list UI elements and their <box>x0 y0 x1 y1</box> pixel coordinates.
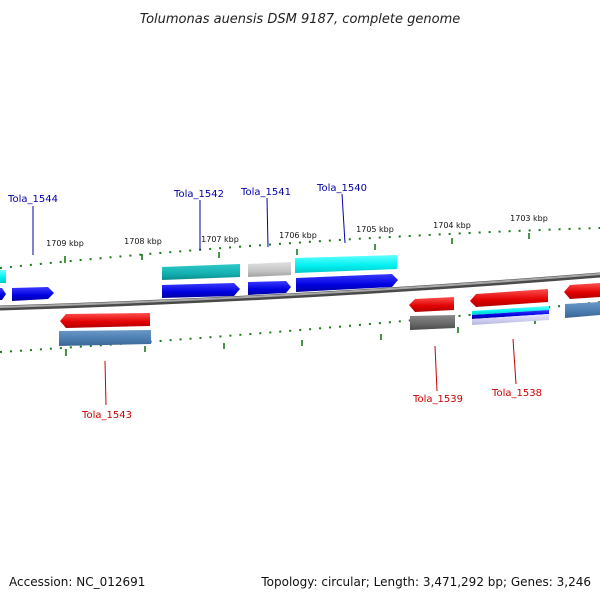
genome-backbone-highlight <box>0 273 600 308</box>
scale-label-1703: 1703 kbp <box>510 214 548 223</box>
gene-feature[interactable] <box>60 313 150 328</box>
gene-feature[interactable] <box>472 310 549 319</box>
gene-feature[interactable] <box>12 287 54 301</box>
label-connectors <box>32 193 517 406</box>
scale-label-1709: 1709 kbp <box>46 239 84 248</box>
gene-feature[interactable] <box>0 270 6 283</box>
scale-label-1704: 1704 kbp <box>433 221 471 230</box>
gene-feature[interactable] <box>0 288 6 300</box>
gene-feature[interactable] <box>470 289 548 307</box>
gene-label-tola-1544[interactable]: Tola_1544 <box>7 194 58 205</box>
gene-feature[interactable] <box>472 314 549 325</box>
gene-label-tola-1538[interactable]: Tola_1538 <box>491 388 542 399</box>
gene-feature[interactable] <box>472 306 549 315</box>
gene-feature[interactable] <box>564 283 600 299</box>
gene-label-tola-1541[interactable]: Tola_1541 <box>240 187 291 198</box>
scale-label-1707: 1707 kbp <box>201 235 239 244</box>
gene-label-tola-1539[interactable]: Tola_1539 <box>412 394 463 405</box>
gene-label-tola-1542[interactable]: Tola_1542 <box>173 189 224 200</box>
gene-feature[interactable] <box>162 283 240 298</box>
scale-label-1708: 1708 kbp <box>124 237 162 246</box>
gene-feature[interactable] <box>248 262 291 277</box>
scale-label-1706: 1706 kbp <box>279 231 317 240</box>
gene-feature[interactable] <box>162 264 240 280</box>
gene-feature[interactable] <box>565 302 600 318</box>
gene-feature[interactable] <box>248 281 291 295</box>
scale-label-1705: 1705 kbp <box>356 225 394 234</box>
gene-label-tola-1543[interactable]: Tola_1543 <box>81 410 132 421</box>
outer-scale-arc <box>0 227 600 269</box>
reverse-features <box>59 283 600 346</box>
genome-title: Tolumonas auensis DSM 9187, complete gen… <box>140 12 461 27</box>
topology-text: Topology: circular; Length: 3,471,292 bp… <box>260 575 591 589</box>
forward-features <box>0 255 398 301</box>
gene-feature[interactable] <box>295 255 397 273</box>
gene-feature[interactable] <box>296 274 398 292</box>
gene-feature[interactable] <box>410 315 455 330</box>
gene-feature[interactable] <box>59 330 151 346</box>
gene-feature[interactable] <box>409 297 454 312</box>
gene-label-tola-1540[interactable]: Tola_1540 <box>316 183 367 194</box>
accession-text: Accession: NC_012691 <box>9 575 145 589</box>
